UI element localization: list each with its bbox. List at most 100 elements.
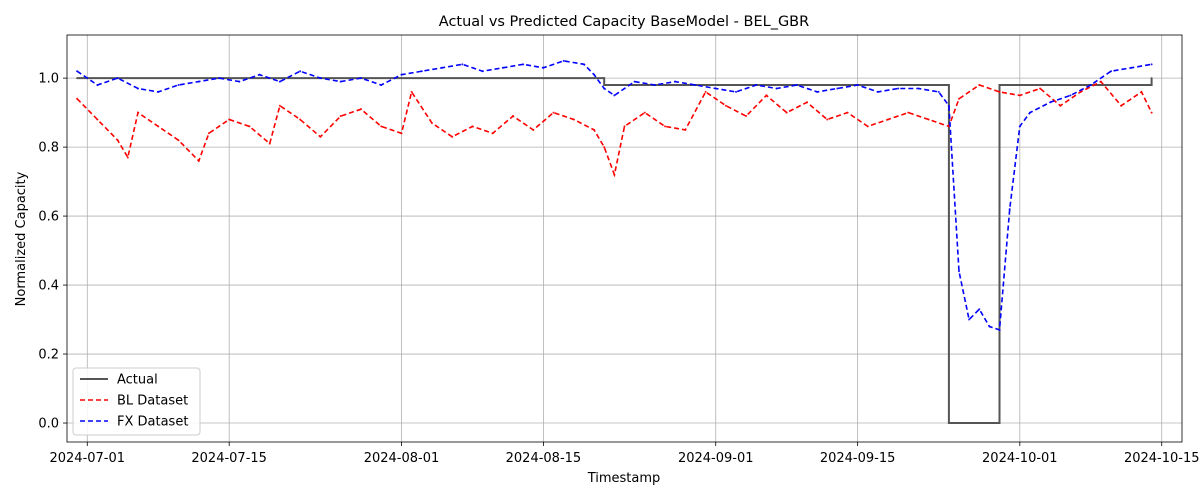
data-point [218, 77, 221, 80]
data-point [593, 73, 596, 76]
data-point [603, 146, 606, 149]
x-axis-label: Timestamp [587, 471, 661, 486]
data-point [958, 97, 960, 100]
data-point [76, 97, 79, 100]
data-point [1150, 63, 1153, 66]
data-point [866, 125, 869, 128]
data-point [116, 77, 119, 80]
data-point [1059, 104, 1062, 107]
chart-title: Actual vs Predicted Capacity BaseModel -… [439, 14, 809, 30]
data-point [522, 63, 525, 66]
data-point [76, 70, 79, 73]
data-point [1028, 111, 1031, 114]
data-point [795, 84, 798, 87]
data-point [1039, 87, 1042, 90]
data-point [562, 59, 565, 62]
data-point [380, 84, 383, 87]
data-point [998, 84, 1001, 87]
data-point [319, 135, 322, 138]
data-point [136, 111, 139, 114]
legend-label: BL Dataset [117, 394, 188, 409]
data-point [359, 77, 362, 80]
data-point [380, 125, 383, 128]
data-point [400, 73, 403, 76]
data-point [653, 84, 656, 87]
data-point [603, 84, 606, 87]
data-point [988, 325, 991, 328]
data-point [876, 90, 879, 93]
data-point [947, 104, 950, 107]
axes: 2024-07-01 2024-07-15 2024-08-01 2024-08-15… [38, 72, 1199, 466]
y-tick-label: 0.4 [38, 279, 59, 294]
data-point [1110, 70, 1113, 73]
data-point [633, 80, 636, 83]
data-point [481, 70, 484, 73]
data-point [76, 77, 79, 80]
data-point [552, 111, 555, 114]
data-point [126, 156, 129, 159]
data-point [430, 121, 433, 124]
data-point [532, 128, 535, 131]
data-point [1069, 94, 1072, 97]
data-point [613, 173, 616, 176]
data-point [258, 73, 261, 76]
data-point [451, 135, 454, 138]
data-point [1018, 94, 1021, 97]
data-point [197, 80, 200, 83]
data-point [603, 87, 606, 90]
data-point [96, 118, 99, 121]
data-point [542, 66, 545, 69]
data-point [197, 159, 200, 162]
data-point [96, 84, 99, 87]
data-point [1150, 111, 1153, 114]
data-point [157, 90, 160, 93]
y-tick-label: 0.8 [38, 141, 59, 156]
data-point [1079, 90, 1082, 93]
legend: Actual BL Dataset FX Dataset [72, 367, 201, 436]
data-point [1089, 84, 1092, 87]
series-line-0 [77, 77, 1153, 424]
data-point [643, 111, 646, 114]
data-point [339, 80, 342, 83]
data-point [319, 77, 322, 80]
data-point [400, 132, 403, 135]
y-tick-label: 0.0 [38, 417, 59, 432]
data-point [998, 90, 1001, 93]
data-point [248, 125, 251, 128]
data-point [359, 108, 362, 111]
x-tick-label: 2024-09-15 [820, 451, 896, 466]
data-point [1120, 104, 1123, 107]
data-point [674, 80, 677, 83]
data-point [238, 80, 241, 83]
data-point [441, 66, 444, 69]
data-point [1150, 77, 1153, 80]
data-point [1049, 101, 1052, 104]
data-point [501, 66, 504, 69]
data-point [1099, 80, 1102, 83]
data-point [765, 94, 768, 97]
series-line-2 [76, 60, 1152, 331]
data-point [278, 80, 281, 83]
data-point [947, 84, 950, 87]
data-point [491, 132, 494, 135]
y-tick-label: 0.2 [38, 348, 59, 363]
data-point [339, 115, 342, 118]
data-point [1140, 90, 1143, 93]
data-point [1008, 208, 1011, 211]
data-point [735, 90, 737, 93]
data-point [471, 125, 474, 128]
plot-frame [66, 34, 1183, 443]
data-point [846, 111, 849, 114]
data-point [299, 70, 302, 73]
data-point [572, 118, 575, 121]
data-point [228, 118, 231, 121]
data-point [937, 90, 940, 93]
data-point [947, 422, 950, 425]
data-point [927, 118, 930, 121]
data-point [998, 422, 1001, 425]
x-tick-label: 2024-09-01 [678, 451, 754, 466]
data-point [968, 318, 971, 321]
data-point [897, 87, 900, 90]
